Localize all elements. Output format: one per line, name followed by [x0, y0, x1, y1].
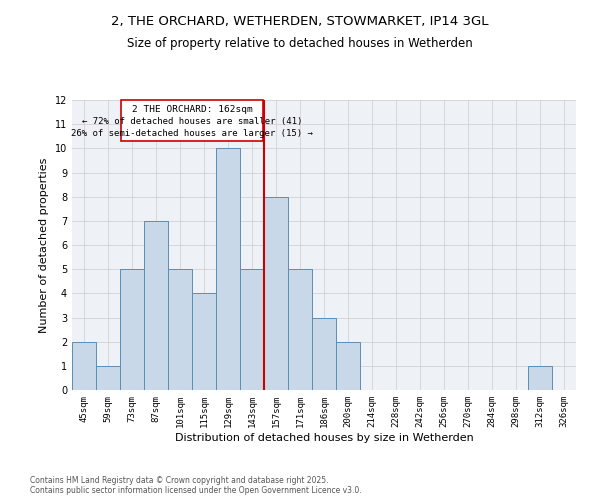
Text: ← 72% of detached houses are smaller (41): ← 72% of detached houses are smaller (41… — [82, 118, 302, 126]
Bar — [336, 342, 360, 390]
Bar — [96, 366, 120, 390]
Y-axis label: Number of detached properties: Number of detached properties — [39, 158, 49, 332]
Bar — [216, 148, 240, 390]
Bar — [240, 269, 264, 390]
Bar — [168, 269, 192, 390]
Bar — [144, 221, 168, 390]
FancyBboxPatch shape — [121, 100, 263, 141]
Bar — [72, 342, 96, 390]
Text: Size of property relative to detached houses in Wetherden: Size of property relative to detached ho… — [127, 38, 473, 51]
Bar — [120, 269, 144, 390]
Bar — [264, 196, 288, 390]
Bar — [312, 318, 336, 390]
Text: 26% of semi-detached houses are larger (15) →: 26% of semi-detached houses are larger (… — [71, 130, 313, 138]
Bar — [192, 294, 216, 390]
X-axis label: Distribution of detached houses by size in Wetherden: Distribution of detached houses by size … — [175, 432, 473, 442]
Text: 2 THE ORCHARD: 162sqm: 2 THE ORCHARD: 162sqm — [131, 105, 253, 114]
Text: Contains HM Land Registry data © Crown copyright and database right 2025.
Contai: Contains HM Land Registry data © Crown c… — [30, 476, 362, 495]
Bar — [528, 366, 552, 390]
Bar — [288, 269, 312, 390]
Text: 2, THE ORCHARD, WETHERDEN, STOWMARKET, IP14 3GL: 2, THE ORCHARD, WETHERDEN, STOWMARKET, I… — [111, 15, 489, 28]
